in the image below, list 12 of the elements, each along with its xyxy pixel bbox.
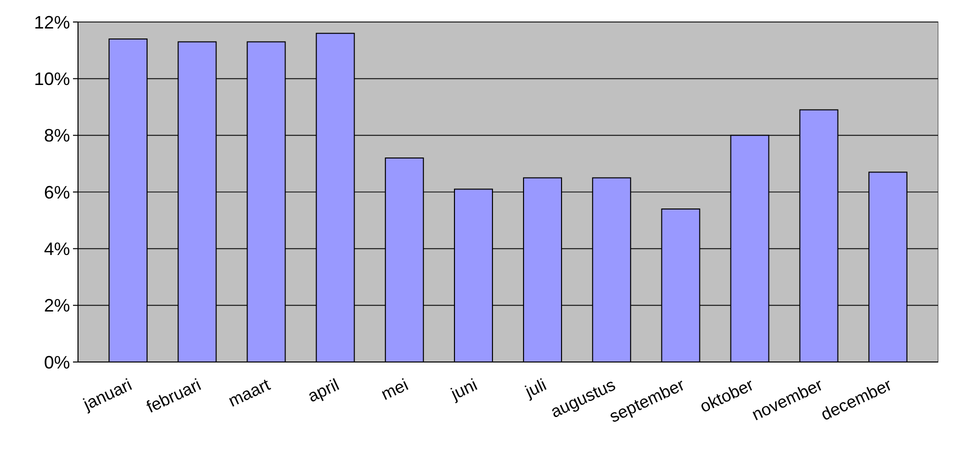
x-tick-label: mei [378, 375, 412, 404]
x-tick-label: april [304, 375, 342, 406]
y-tick-label: 10% [34, 68, 70, 89]
y-tick-label: 8% [44, 126, 70, 146]
y-tick-label: 2% [44, 296, 70, 316]
x-tick-label: maart [226, 375, 274, 411]
y-tick-label: 6% [44, 182, 70, 202]
x-tick-label: juli [521, 375, 550, 402]
y-tick-label: 0% [44, 352, 70, 372]
x-tick-label: juni [447, 375, 480, 404]
y-tick-label: 4% [44, 238, 70, 259]
y-tick-label: 12% [34, 12, 70, 32]
